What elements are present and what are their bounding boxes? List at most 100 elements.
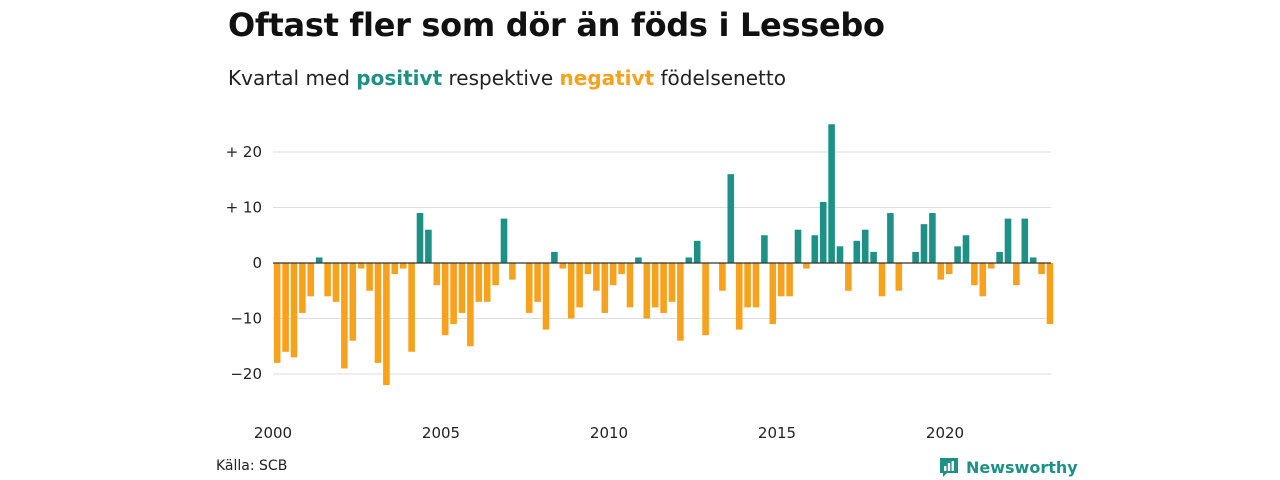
bar-negative bbox=[643, 263, 651, 319]
bar-negative bbox=[677, 263, 684, 341]
x-tick-label: 2005 bbox=[422, 424, 460, 442]
y-tick-label: −10 bbox=[230, 310, 262, 328]
bar-positive bbox=[685, 257, 693, 263]
bar-positive bbox=[887, 213, 894, 263]
bar-positive bbox=[794, 229, 802, 263]
bar-negative bbox=[609, 263, 617, 286]
bar-positive bbox=[1004, 218, 1012, 263]
bar-negative bbox=[971, 263, 978, 286]
bar-negative bbox=[593, 263, 600, 291]
bar-negative bbox=[450, 263, 457, 325]
bar-positive bbox=[761, 235, 768, 263]
y-tick-label: + 10 bbox=[226, 199, 262, 217]
bar-negative bbox=[341, 263, 348, 369]
subtitle-positive-word: positivt bbox=[356, 66, 443, 90]
x-tick-label: 2015 bbox=[758, 424, 796, 442]
bar-negative bbox=[534, 263, 541, 302]
bar-negative bbox=[945, 263, 953, 275]
bar-positive bbox=[1029, 257, 1037, 263]
bar-positive bbox=[693, 240, 701, 263]
bar-negative bbox=[735, 263, 743, 330]
bar-negative bbox=[777, 263, 785, 297]
bar-negative bbox=[391, 263, 399, 275]
bar-positive bbox=[836, 246, 844, 263]
bar-negative bbox=[399, 263, 407, 269]
y-tick-label: + 20 bbox=[226, 143, 262, 161]
bar-negative bbox=[1046, 263, 1054, 325]
bar-negative bbox=[324, 263, 331, 297]
bar-negative bbox=[744, 263, 751, 308]
bar-negative bbox=[332, 263, 340, 302]
bar-positive bbox=[315, 257, 323, 263]
bar-positive bbox=[929, 213, 936, 263]
bar-positive bbox=[996, 251, 1003, 263]
bar-negative bbox=[937, 263, 945, 280]
bar-negative bbox=[525, 263, 533, 313]
bar-negative bbox=[433, 263, 441, 286]
bar-positive bbox=[920, 224, 928, 263]
bar-negative bbox=[576, 263, 583, 308]
bar-negative bbox=[1013, 263, 1020, 286]
bar-negative bbox=[441, 263, 449, 336]
bar-negative bbox=[752, 263, 760, 308]
bar-positive bbox=[727, 174, 735, 263]
bar-negative bbox=[542, 263, 550, 330]
bar-positive bbox=[635, 257, 642, 263]
bar-negative bbox=[492, 263, 499, 286]
bar-negative bbox=[895, 263, 903, 291]
bar-negative bbox=[668, 263, 676, 302]
x-tick-label: 2020 bbox=[926, 424, 964, 442]
chart-title: Oftast fler som dör än föds i Lessebo bbox=[228, 6, 885, 44]
bar-negative bbox=[845, 263, 852, 291]
bar-negative bbox=[509, 263, 516, 280]
bar-negative bbox=[769, 263, 777, 325]
subtitle-negative-word: negativt bbox=[559, 66, 655, 90]
bar-negative bbox=[1038, 263, 1045, 275]
bar-positive bbox=[1021, 218, 1029, 263]
bar-negative bbox=[475, 263, 483, 302]
y-axis-labels: + 20 + 10 0 −10 −20 bbox=[226, 143, 262, 383]
brand-name: Newsworthy bbox=[966, 457, 1078, 477]
bar-negative bbox=[467, 263, 474, 347]
bar-negative bbox=[383, 263, 390, 386]
bar-positive bbox=[962, 235, 970, 263]
grid-lines bbox=[273, 151, 1051, 375]
bar-negative bbox=[273, 263, 281, 363]
chart-subtitle: Kvartal med positivt respektive negativt… bbox=[228, 66, 786, 90]
bar-positive bbox=[500, 218, 508, 263]
bar-positive bbox=[416, 213, 424, 263]
bar-negative bbox=[979, 263, 987, 297]
x-tick-label: 2010 bbox=[590, 424, 628, 442]
bar-negative bbox=[282, 263, 289, 352]
subtitle-suffix: födelsenetto bbox=[660, 66, 786, 90]
bar-negative bbox=[307, 263, 315, 297]
bar-negative bbox=[702, 263, 709, 336]
x-axis-labels: 2000 2005 2010 2015 2020 bbox=[254, 424, 964, 442]
bar-negative bbox=[567, 263, 575, 319]
bar-negative bbox=[483, 263, 491, 302]
bar-positive bbox=[811, 235, 819, 263]
bar-positive bbox=[425, 229, 432, 263]
bar-negative bbox=[618, 263, 625, 275]
y-tick-label: 0 bbox=[252, 254, 262, 272]
bar-positive bbox=[853, 240, 861, 263]
bar-negative bbox=[803, 263, 810, 269]
bar-negative bbox=[349, 263, 357, 341]
bar-negative bbox=[651, 263, 659, 308]
x-tick-label: 2000 bbox=[254, 424, 292, 442]
bar-negative bbox=[584, 263, 592, 275]
bar-negative bbox=[719, 263, 726, 291]
subtitle-prefix: Kvartal med bbox=[228, 66, 350, 90]
bar-negative bbox=[626, 263, 634, 308]
bar-positive bbox=[551, 251, 558, 263]
bar-positive bbox=[870, 251, 877, 263]
bar-negative bbox=[299, 263, 306, 313]
bar-positive bbox=[861, 229, 869, 263]
bar-negative bbox=[601, 263, 609, 313]
newsworthy-brand[interactable]: Newsworthy bbox=[938, 456, 1078, 478]
bar-negative bbox=[408, 263, 415, 352]
subtitle-middle: respektive bbox=[448, 66, 554, 90]
bar-negative bbox=[290, 263, 298, 358]
bar-negative bbox=[786, 263, 793, 297]
